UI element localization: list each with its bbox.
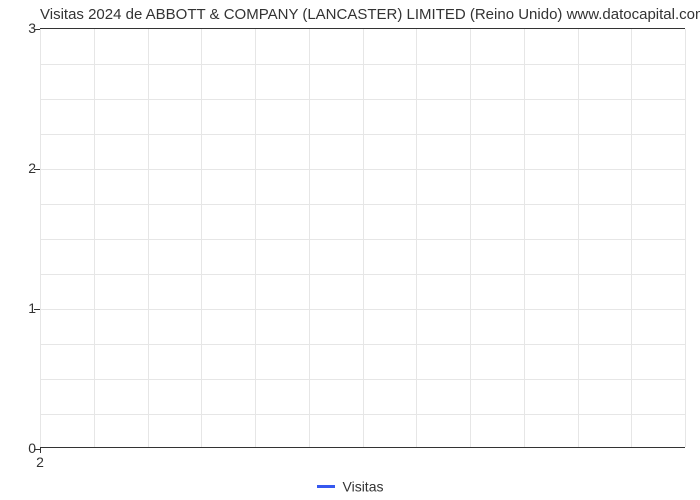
grid-line-vertical: [363, 29, 364, 447]
y-tick-label: 1: [8, 300, 36, 316]
grid-line-vertical: [416, 29, 417, 447]
plot-area: [40, 28, 685, 448]
grid-line-vertical: [524, 29, 525, 447]
chart-title: Visitas 2024 de ABBOTT & COMPANY (LANCAS…: [40, 6, 690, 23]
grid-line-horizontal: [40, 99, 685, 100]
grid-line-vertical: [631, 29, 632, 447]
grid-line-horizontal: [40, 274, 685, 275]
grid-line-vertical: [148, 29, 149, 447]
grid-line-vertical: [470, 29, 471, 447]
grid-line-horizontal: [40, 379, 685, 380]
x-tick-mark: [40, 447, 41, 453]
legend-swatch: [317, 485, 335, 488]
legend: Visitas: [0, 477, 700, 494]
y-tick-label: 3: [8, 20, 36, 36]
y-tick-label: 2: [8, 160, 36, 176]
grid-line-vertical: [94, 29, 95, 447]
y-tick-label: 0: [8, 440, 36, 456]
legend-label: Visitas: [343, 478, 384, 494]
grid-line-horizontal: [40, 64, 685, 65]
grid-line-vertical: [685, 29, 686, 447]
grid-line-vertical: [309, 29, 310, 447]
grid-line-vertical: [40, 29, 41, 447]
grid-line-horizontal: [40, 414, 685, 415]
x-tick-label: 2: [36, 454, 44, 470]
grid-line-horizontal: [40, 344, 685, 345]
grid-line-vertical: [201, 29, 202, 447]
grid-line-horizontal: [40, 309, 685, 310]
grid-line-horizontal: [40, 204, 685, 205]
grid-line-horizontal: [40, 134, 685, 135]
grid-line-horizontal: [40, 169, 685, 170]
grid-line-horizontal: [40, 239, 685, 240]
grid-line-vertical: [578, 29, 579, 447]
grid-line-vertical: [255, 29, 256, 447]
